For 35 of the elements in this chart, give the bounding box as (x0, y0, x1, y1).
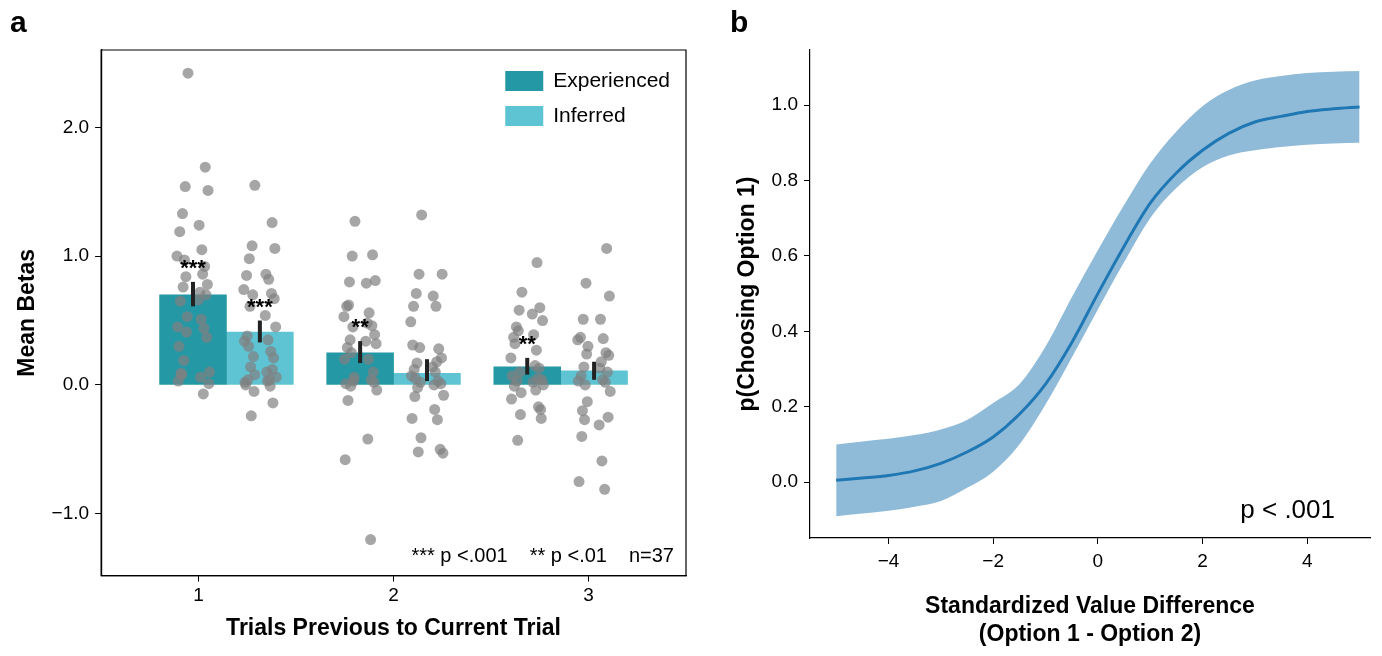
legend-label: Experienced (553, 67, 671, 91)
y-tick-label: 0.0 (62, 373, 90, 395)
x-tick-label: 4 (1301, 549, 1313, 571)
data-label: *** (247, 293, 274, 319)
annotation: ** p <.01 (529, 543, 607, 566)
annotation: p < .001 (1240, 494, 1335, 524)
x-tick-label: 2 (388, 584, 399, 606)
y-tick-label: −1.0 (51, 502, 90, 523)
data-label: ** (518, 330, 537, 356)
y-tick-label: 0.2 (771, 394, 799, 416)
annotation: n=37 (628, 543, 674, 566)
y-tick-label: 1.0 (62, 244, 90, 266)
chart-title: b (730, 5, 749, 39)
y-tick-label: 0.8 (771, 168, 799, 190)
x-tick-label: 1 (193, 584, 204, 606)
y-axis-title: Mean Betas (13, 248, 40, 377)
chart-title: a (10, 5, 27, 39)
legend-label: Inferred (553, 102, 626, 126)
data-label: *** (180, 254, 207, 280)
x-tick-label: 3 (583, 584, 594, 606)
data-label: ** (351, 314, 370, 340)
line-series (834, 105, 1362, 482)
x-axis-title: Standardized Value Difference (Option 1 - Option 2) (925, 591, 1255, 646)
y-tick-label: 0.6 (771, 244, 799, 266)
annotation: *** p <.001 (411, 543, 508, 566)
x-tick-label: −4 (877, 549, 900, 571)
y-tick-label: 1.0 (771, 93, 799, 115)
x-axis-title: Trials Previous to Current Trial (226, 613, 561, 640)
x-tick-label: 0 (1092, 549, 1104, 571)
x-tick-label: −2 (982, 549, 1005, 571)
x-tick-label: 2 (1197, 549, 1208, 571)
y-tick-label: 0.4 (771, 319, 799, 341)
y-tick-label: 2.0 (62, 115, 90, 137)
y-tick-label: 0.0 (771, 470, 799, 492)
y-axis-title: p(Choosing Option 1) (733, 176, 760, 412)
